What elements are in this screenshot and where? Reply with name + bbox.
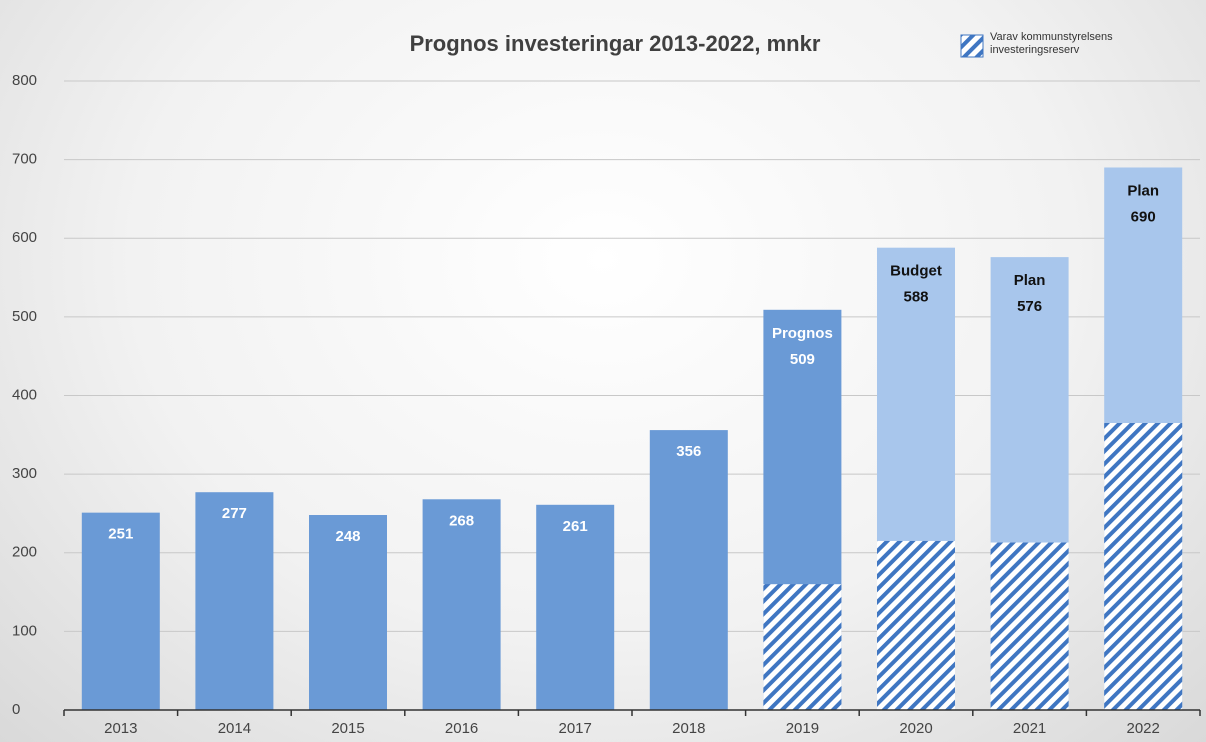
bar-label-prefix: Prognos [772, 325, 833, 342]
y-tick-label: 100 [12, 622, 37, 639]
bar-value-label: 588 [903, 289, 928, 306]
x-tick-label: 2021 [1013, 720, 1046, 737]
bar [81, 512, 160, 710]
x-tick-label: 2020 [899, 720, 932, 737]
bar [536, 504, 615, 710]
bar-value-label: 277 [222, 505, 247, 522]
x-tick-label: 2017 [559, 720, 592, 737]
bar-value-label: 576 [1017, 298, 1042, 315]
x-tick-label: 2016 [445, 720, 478, 737]
bar-label-prefix: Plan [1014, 272, 1046, 289]
bar-value-label: 690 [1131, 208, 1156, 225]
bar-label-prefix: Plan [1127, 182, 1159, 199]
reserve-bar [990, 542, 1069, 710]
bar-value-label: 268 [449, 512, 474, 529]
bar [422, 499, 501, 710]
y-tick-label: 300 [12, 465, 37, 482]
reserve-bar [1104, 423, 1183, 710]
bar-value-label: 356 [676, 443, 701, 460]
reserve-bar [877, 540, 955, 710]
bar [649, 430, 728, 710]
x-tick-label: 2013 [104, 720, 137, 737]
y-tick-label: 0 [12, 701, 20, 718]
bar [195, 492, 274, 710]
bar-label-prefix: Budget [890, 263, 942, 280]
x-tick-label: 2015 [331, 720, 364, 737]
y-tick-label: 200 [12, 544, 37, 561]
reserve-bar [763, 584, 842, 710]
y-tick-label: 800 [12, 72, 37, 89]
y-tick-label: 600 [12, 229, 37, 246]
bar [309, 515, 387, 710]
bar-value-label: 261 [563, 518, 588, 535]
chart-title: Prognos investeringar 2013-2022, mnkr [410, 31, 821, 56]
bar-value-label: 251 [108, 526, 133, 543]
x-tick-label: 2018 [672, 720, 705, 737]
y-tick-label: 400 [12, 386, 37, 403]
y-tick-label: 500 [12, 308, 37, 325]
x-tick-label: 2019 [786, 720, 819, 737]
y-tick-label: 700 [12, 151, 37, 168]
x-tick-label: 2022 [1127, 720, 1160, 737]
bar-value-label: 509 [790, 351, 815, 368]
bar-value-label: 248 [335, 528, 360, 545]
x-tick-label: 2014 [218, 720, 251, 737]
legend-label: Varav kommunstyrelsens investeringsreser… [990, 31, 1113, 56]
legend-swatch [960, 34, 984, 58]
